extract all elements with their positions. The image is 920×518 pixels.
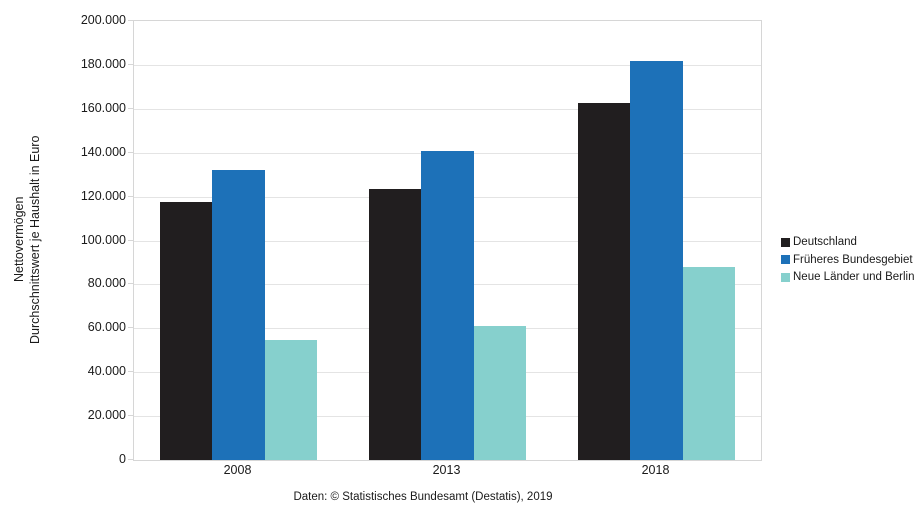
y-tick-label: 180.000 bbox=[80, 56, 126, 71]
legend-item-deutschland: Deutschland bbox=[781, 236, 914, 248]
bar-group-2008 bbox=[159, 169, 318, 460]
legend-swatch-neue-l-nder-und-berlin bbox=[781, 272, 790, 282]
legend-label: Früheres Bundesgebiet bbox=[793, 253, 913, 266]
y-tick-mark bbox=[128, 107, 133, 109]
bar-deutschland-2008 bbox=[159, 201, 213, 460]
y-tick-label: 160.000 bbox=[80, 100, 126, 115]
y-tick-label: 0 bbox=[119, 452, 126, 466]
bar-neue-l-nder-und-berlin-2013 bbox=[473, 325, 527, 460]
bar-fr-heres-bundesgebiet-2008 bbox=[212, 169, 265, 460]
bar-group-2018 bbox=[577, 60, 736, 460]
y-tick-mark bbox=[128, 415, 133, 417]
plot-area bbox=[133, 20, 762, 461]
y-tick-label: 120.000 bbox=[80, 188, 126, 203]
gridline bbox=[134, 108, 761, 110]
y-tick-mark bbox=[128, 151, 133, 153]
legend-label: Neue Länder und Berlin bbox=[793, 271, 915, 283]
y-tick-label: 80.000 bbox=[87, 276, 126, 291]
y-tick-label: 40.000 bbox=[87, 364, 126, 379]
y-tick-label: 100.000 bbox=[80, 232, 126, 247]
bar-deutschland-2018 bbox=[577, 102, 631, 460]
y-tick-mark bbox=[128, 20, 133, 21]
y-tick-label: 60.000 bbox=[87, 320, 126, 335]
bar-neue-l-nder-und-berlin-2018 bbox=[682, 266, 736, 460]
x-tick-label-2018: 2018 bbox=[641, 463, 670, 477]
y-tick-label: 200.000 bbox=[80, 13, 126, 27]
bar-deutschland-2013 bbox=[368, 188, 422, 460]
bar-neue-l-nder-und-berlin-2008 bbox=[264, 340, 318, 460]
y-tick-mark bbox=[128, 459, 133, 460]
y-tick-mark bbox=[128, 371, 133, 373]
x-tick-label-2008: 2008 bbox=[223, 463, 252, 477]
y-tick-mark bbox=[128, 327, 133, 329]
legend-swatch-deutschland bbox=[781, 237, 790, 247]
y-tick-mark bbox=[128, 195, 133, 197]
y-tick-mark bbox=[128, 239, 133, 241]
y-tick-mark bbox=[128, 283, 133, 285]
source-caption: Daten: © Statistisches Bundesamt (Destat… bbox=[293, 491, 553, 503]
legend-swatch-fr-heres-bundesgebiet bbox=[781, 255, 790, 264]
bar-fr-heres-bundesgebiet-2018 bbox=[630, 60, 683, 460]
legend: Deutschland Früheres Bundesgebiet Neue Län… bbox=[781, 236, 914, 289]
y-tick-label: 20.000 bbox=[87, 408, 126, 423]
legend-item-neue-l-nder-und-berlin: Neue Länder und Berlin bbox=[781, 271, 914, 283]
x-tick-label-2013: 2013 bbox=[432, 463, 461, 477]
gridline bbox=[134, 64, 761, 66]
legend-item-fr-heres-bundesgebiet: Früheres Bundesgebiet bbox=[781, 254, 914, 266]
legend-label: Deutschland bbox=[793, 236, 857, 248]
bar-group-2013 bbox=[368, 151, 527, 460]
bar-fr-heres-bundesgebiet-2013 bbox=[421, 151, 474, 460]
y-tick-label: 140.000 bbox=[80, 144, 126, 159]
y-tick-mark bbox=[128, 63, 133, 65]
